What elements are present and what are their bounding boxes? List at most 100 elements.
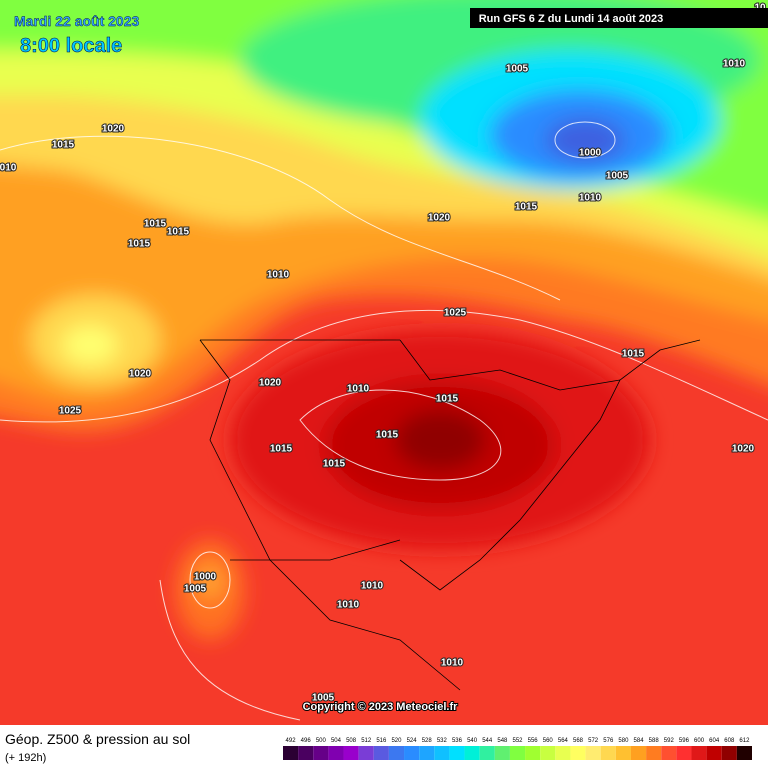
copyright: Copyright © 2023 Meteociel.fr xyxy=(303,701,459,713)
isobar-label: 1025 xyxy=(59,406,82,417)
isobar-label: 1010 xyxy=(441,658,464,669)
legend-label: 552 xyxy=(512,738,523,744)
isobar-label: 1010 xyxy=(579,193,602,204)
run-info: Run GFS 6 Z du Lundi 14 août 2023 xyxy=(479,13,664,25)
legend-swatch xyxy=(283,746,299,760)
legend-label: 564 xyxy=(558,738,569,744)
legend-swatch xyxy=(298,746,314,760)
legend-swatch xyxy=(661,746,677,760)
legend-label: 592 xyxy=(664,738,675,744)
legend-label: 560 xyxy=(543,738,554,744)
legend-label: 500 xyxy=(316,738,327,744)
isobar-label: 1015 xyxy=(270,444,293,455)
legend-label: 540 xyxy=(467,738,478,744)
legend-swatch xyxy=(646,746,662,760)
isobar-label: 1000 xyxy=(579,148,602,159)
isobar-label: 1010 xyxy=(337,600,360,611)
legend-swatch xyxy=(404,746,420,760)
isobar-label: 1020 xyxy=(129,369,152,380)
isobar-label: 1010 xyxy=(723,59,746,70)
isobars xyxy=(0,121,768,721)
isobar-label: 1015 xyxy=(436,394,459,405)
footer-title: Géop. Z500 & pression au sol xyxy=(5,731,190,747)
isobar-label: 1015 xyxy=(376,430,399,441)
legend-swatch xyxy=(313,746,329,760)
legend-swatch xyxy=(570,746,586,760)
legend-swatch xyxy=(585,746,601,760)
height-field xyxy=(0,0,768,640)
legend-label: 568 xyxy=(573,738,584,744)
lead-time: (+ 192h) xyxy=(5,752,46,764)
forecast-date: Mardi 22 août 2023 xyxy=(14,13,139,29)
isobar-label: 1000 xyxy=(194,572,217,583)
isobar-label: 1020 xyxy=(259,378,282,389)
legend-label: 528 xyxy=(422,738,433,744)
legend-swatch xyxy=(509,746,526,760)
legend-swatch xyxy=(449,746,465,760)
legend-swatch xyxy=(328,746,344,760)
legend-swatch xyxy=(615,746,631,760)
legend-swatch xyxy=(691,746,707,760)
isobar-label: 1010 xyxy=(347,384,370,395)
coastlines xyxy=(199,339,701,691)
isobar-label: 1005 xyxy=(184,584,207,595)
isobar-label: 1010 xyxy=(361,581,384,592)
legend-swatch xyxy=(358,746,374,760)
legend-label: 504 xyxy=(331,738,342,744)
legend-label: 612 xyxy=(739,738,750,744)
run-banner xyxy=(470,8,768,28)
legend-label: 520 xyxy=(391,738,402,744)
legend-swatch xyxy=(600,746,616,760)
legend-label: 572 xyxy=(588,738,599,744)
legend-label: 608 xyxy=(724,738,735,744)
isobar-label: 1015 xyxy=(128,239,151,250)
legend-swatch xyxy=(676,746,692,760)
isobar-label: 1020 xyxy=(732,444,755,455)
isobar-label: 1020 xyxy=(428,213,451,224)
legend-swatch xyxy=(630,746,647,760)
legend-label: 512 xyxy=(361,738,372,744)
legend-swatch xyxy=(525,746,541,760)
legend-swatch xyxy=(479,746,495,760)
color-legend: 492 496 500 504 508 512 516 520 524 528 532 536 540 5… xyxy=(283,738,752,760)
isobar-label: 1015 xyxy=(144,219,167,230)
legend-swatch xyxy=(373,746,389,760)
legend-label: 600 xyxy=(694,738,705,744)
isobar-label: 1015 xyxy=(622,349,645,360)
legend-swatch xyxy=(388,746,405,760)
legend-label: 544 xyxy=(482,738,493,744)
legend-label: 588 xyxy=(649,738,660,744)
forecast-time: 8:00 locale xyxy=(20,35,122,57)
legend-swatch xyxy=(464,746,480,760)
legend-label: 604 xyxy=(709,738,720,744)
isobar-label: 1010 xyxy=(267,270,290,281)
legend-swatch xyxy=(434,746,450,760)
legend-label: 580 xyxy=(618,738,629,744)
legend-label: 556 xyxy=(528,738,539,744)
map: 1020 1015 010 1015 1015 1015 1010 1020 1025 1020 1… xyxy=(0,0,768,725)
legend-label: 536 xyxy=(452,738,463,744)
isobar-label: 1005 xyxy=(606,171,629,182)
isobar-label: 1015 xyxy=(515,202,538,213)
legend-label: 492 xyxy=(286,738,297,744)
legend-label: 524 xyxy=(407,738,418,744)
legend-label: 508 xyxy=(346,738,357,744)
legend-swatch xyxy=(721,746,737,760)
legend-swatch xyxy=(540,746,556,760)
legend-swatch xyxy=(555,746,571,760)
isobar-label: 1020 xyxy=(102,124,125,135)
legend-swatch xyxy=(419,746,435,760)
legend-label: 532 xyxy=(437,738,448,744)
legend-swatch xyxy=(494,746,510,760)
legend-label: 596 xyxy=(679,738,690,744)
isobar-label: 1005 xyxy=(506,64,529,75)
isobar-label: 1005 xyxy=(312,693,335,704)
legend-label: 584 xyxy=(634,738,645,744)
legend-label: 516 xyxy=(376,738,387,744)
legend-label: 496 xyxy=(301,738,312,744)
isobar-label: 010 xyxy=(0,163,17,174)
legend-swatch xyxy=(706,746,722,760)
legend-label: 548 xyxy=(497,738,508,744)
isobar-label: 1025 xyxy=(444,308,467,319)
